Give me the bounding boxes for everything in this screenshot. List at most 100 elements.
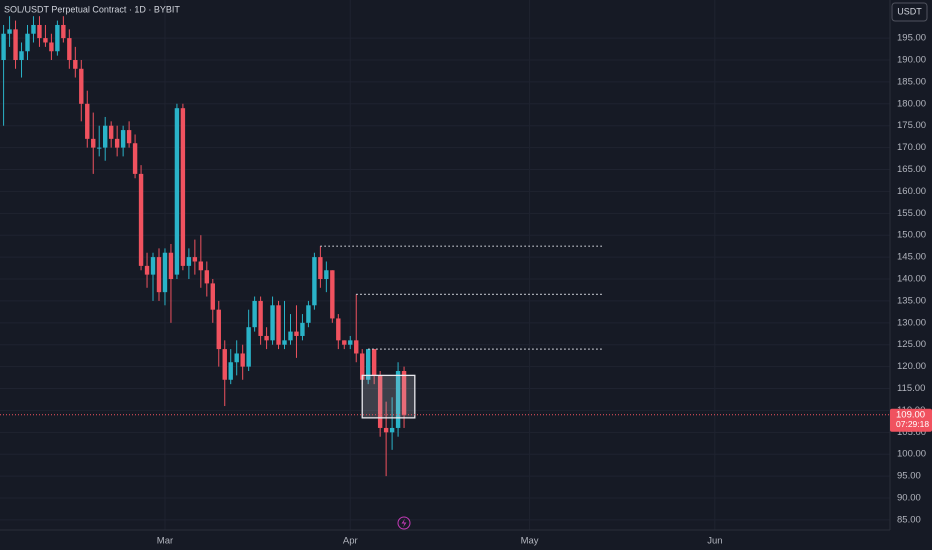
x-tick-label: Jun — [707, 536, 722, 547]
candle-body — [210, 283, 215, 310]
candle-body — [156, 257, 162, 293]
candle-body — [7, 29, 12, 34]
candle-body — [216, 309, 221, 350]
currency-button[interactable] — [891, 2, 928, 22]
candle-body — [85, 103, 90, 139]
candle-body — [120, 130, 126, 148]
candle-body — [138, 173, 144, 266]
y-tick-label: 180.00 — [897, 98, 926, 109]
candle-body — [204, 270, 210, 284]
y-tick-label: 150.00 — [897, 230, 926, 241]
candle-body — [395, 371, 401, 428]
grid — [0, 0, 890, 530]
candle-body — [114, 138, 120, 148]
candle-body — [371, 349, 377, 376]
x-tick-label: Mar — [157, 536, 173, 547]
candle-body — [348, 340, 353, 345]
candle-body — [19, 51, 24, 61]
candle-body — [342, 340, 347, 345]
candle-body — [228, 362, 233, 380]
y-tick-label: 140.00 — [897, 274, 926, 285]
range-box — [361, 374, 416, 419]
candle-body — [144, 265, 150, 275]
y-tick-label: 160.00 — [897, 186, 926, 197]
candle-body — [360, 353, 365, 380]
candle-body — [150, 257, 156, 275]
candle-body — [1, 33, 6, 61]
currency-label[interactable]: USDT — [897, 6, 922, 16]
y-tick-label: 175.00 — [897, 120, 926, 131]
y-tick-label: 115.00 — [897, 383, 925, 394]
candle-body — [312, 257, 317, 306]
candle-body — [300, 322, 305, 336]
candle-body — [383, 427, 389, 433]
candle-body — [174, 108, 180, 275]
x-tick-label: Apr — [343, 536, 358, 547]
candle-body — [198, 261, 204, 271]
candle-body — [55, 24, 60, 52]
countdown-label: 07:29:18 — [896, 419, 929, 429]
candle-body — [246, 327, 251, 367]
candle-body — [97, 147, 102, 149]
candle-body — [330, 270, 335, 319]
y-tick-label: 190.00 — [897, 55, 926, 66]
candle-body — [294, 331, 299, 336]
y-tick-label: 105.00 — [897, 427, 926, 438]
candle-body — [240, 353, 245, 367]
candle-body — [389, 427, 395, 433]
candle-body — [25, 33, 30, 52]
candle-body — [282, 340, 287, 345]
candle-body — [168, 252, 174, 280]
candle-body — [180, 108, 186, 266]
candle-body — [252, 300, 257, 328]
y-tick-label: 90.00 — [897, 493, 921, 504]
y-tick-label: 155.00 — [897, 208, 926, 219]
candle-body — [37, 24, 42, 39]
candle-body — [288, 331, 293, 341]
y-tick-label: 100.00 — [897, 449, 926, 460]
candle-body — [365, 349, 371, 380]
last-price-label: 109.00 — [896, 409, 925, 420]
event-icon-bolt — [401, 518, 407, 528]
candle-body — [67, 38, 72, 61]
candle-body — [354, 340, 359, 354]
y-tick-label: 85.00 — [897, 514, 921, 525]
candle-body — [132, 143, 138, 174]
y-tick-label: 195.00 — [897, 33, 926, 44]
y-tick-label: 170.00 — [897, 142, 926, 153]
candle-body — [258, 300, 263, 336]
y-tick-label: 130.00 — [897, 317, 926, 328]
candle-body — [318, 257, 323, 280]
candle-body — [79, 68, 84, 104]
candle-body — [61, 24, 66, 39]
chart-title: SOL/USDT Perpetual Contract · 1D · BYBIT — [4, 4, 180, 14]
candle-body — [306, 305, 311, 323]
y-tick-label: 120.00 — [897, 361, 926, 372]
y-tick-label: 165.00 — [897, 164, 926, 175]
candle-body — [336, 318, 341, 341]
y-tick-label: 125.00 — [897, 339, 926, 350]
candles — [1, 16, 604, 477]
y-tick-label: 95.00 — [897, 471, 921, 482]
candle-body — [43, 38, 48, 43]
y-tick-label: 135.00 — [897, 295, 926, 306]
last-price-badge — [890, 408, 932, 432]
candle-body — [234, 353, 239, 363]
y-tick-label: 145.00 — [897, 252, 926, 263]
candle-body — [73, 60, 78, 69]
candle-body — [377, 375, 383, 428]
candle-body — [276, 305, 281, 345]
candle-body — [31, 24, 36, 34]
candle-body — [91, 138, 96, 148]
candle-body — [192, 257, 198, 262]
candle-body — [270, 305, 275, 341]
event-icon[interactable] — [397, 516, 411, 530]
candle-body — [13, 29, 18, 61]
candle-body — [264, 335, 269, 341]
candle-body — [401, 371, 407, 415]
candle-body — [186, 257, 192, 266]
x-tick-label: May — [521, 536, 539, 547]
candle-body — [222, 349, 227, 380]
